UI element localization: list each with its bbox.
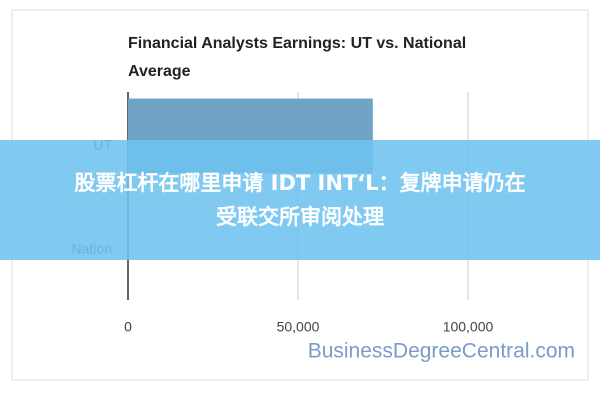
x-tick-label: 100,000 bbox=[443, 319, 494, 335]
x-tick-label: 50,000 bbox=[277, 319, 320, 335]
banner-line: 股票杠杆在哪里申请 IDT INT‘L：复牌申请仍在 bbox=[74, 171, 526, 195]
banner: 股票杠杆在哪里申请 IDT INT‘L：复牌申请仍在 受联交所审阅处理 bbox=[0, 140, 600, 260]
chart-title: Financial Analysts Earnings: UT vs. Nati… bbox=[128, 35, 466, 80]
x-tick-label: 0 bbox=[124, 319, 132, 335]
watermark: BusinessDegreeCentral.com bbox=[308, 340, 575, 363]
banner-line: 受联交所审阅处理 bbox=[216, 205, 384, 229]
